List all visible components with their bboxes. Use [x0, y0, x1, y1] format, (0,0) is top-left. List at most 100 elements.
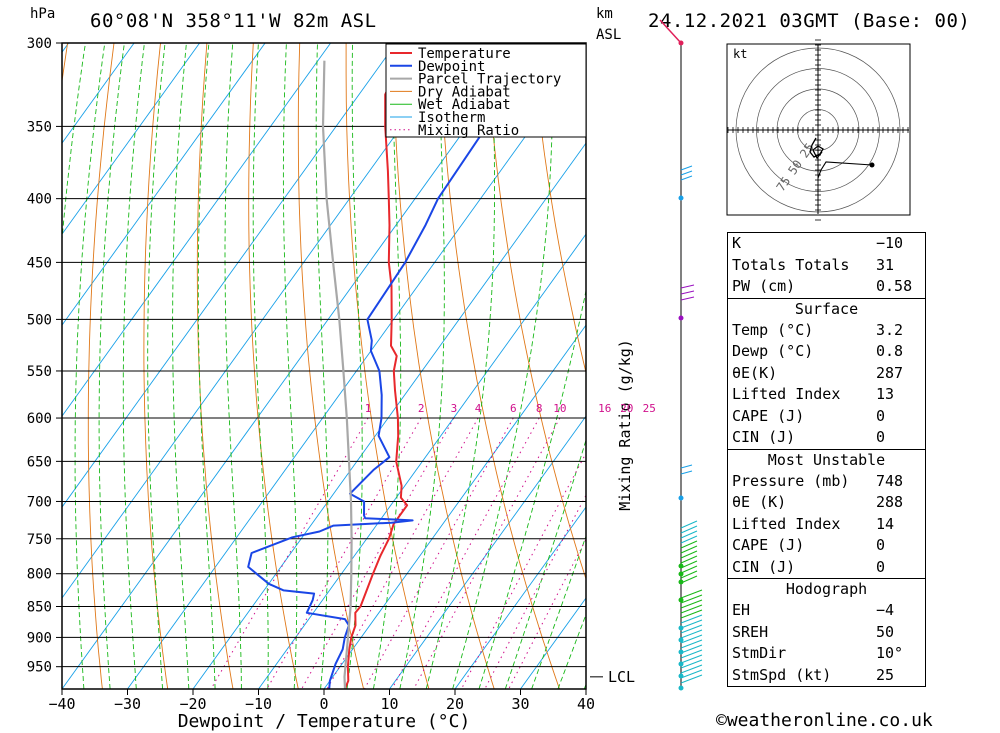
dry-adiabat-line [345, 43, 430, 689]
wind-barb [680, 540, 698, 549]
isotherm-line [62, 43, 331, 417]
wind-barb [680, 599, 703, 609]
stat-value: 13 [876, 385, 895, 403]
stat-label: StmSpd (kt) [732, 665, 832, 684]
x-axis-title: Dewpoint / Temperature (°C) [178, 711, 471, 732]
stat-row: PW (cm) 0.58 [728, 276, 925, 298]
wind-barb [680, 520, 698, 529]
stat-row: Dewp (°C) 0.8 [728, 341, 925, 363]
wind-barb [680, 619, 703, 629]
wind-barb [680, 609, 703, 619]
hodograph-ring-label: 75 [774, 174, 794, 194]
mixing-ratio-label: 16 [598, 402, 611, 415]
y-tick-label: 800 [27, 567, 52, 583]
stat-row: Temp (°C) 3.2 [728, 320, 925, 342]
wind-barb [680, 545, 698, 554]
legend-entry: Isotherm [418, 110, 485, 126]
wind-barb [680, 290, 695, 295]
hodograph-endpoint [869, 162, 875, 168]
isotherm-line [62, 43, 528, 689]
mixing-ratio-line [460, 452, 586, 689]
stat-value: 50 [876, 622, 895, 641]
isotherm-line [62, 43, 135, 144]
mixing-ratio-label: 3 [451, 402, 458, 415]
stat-label: SREH [732, 622, 769, 641]
y-tick-label: 750 [27, 532, 52, 548]
y-tick-label: 500 [27, 312, 52, 328]
dry-adiabat-line [143, 43, 169, 689]
stat-value: 288 [876, 493, 904, 511]
wet-adiabat-line [425, 43, 495, 689]
stat-label: Totals Totals [732, 255, 850, 274]
wet-adiabat-line [452, 43, 554, 689]
stat-value: 287 [876, 363, 904, 382]
wind-barb [680, 170, 693, 176]
dry-adiabat-line [950, 43, 1000, 689]
dry-adiabat-line [484, 43, 586, 581]
stat-row: EH −4 [728, 600, 925, 622]
stat-row: θE(K) 287 [728, 363, 925, 385]
wind-barb [680, 654, 703, 664]
stat-row: Pressure (mb) 748 [728, 471, 925, 493]
x-tick-label: 0 [319, 695, 328, 713]
y-tick-label: 700 [27, 494, 52, 510]
stat-label: K [732, 234, 742, 252]
wet-adiabat-line [98, 43, 125, 689]
stat-label: StmDir [732, 644, 787, 662]
mixing-ratio-label: 4 [475, 402, 482, 415]
mixing-ratio-label: 10 [553, 402, 566, 415]
surface-section: Surface Temp (°C) 3.2 Dewp (°C) 0.8 θE(K) 287… [727, 297, 926, 450]
stat-value: 31 [876, 255, 895, 274]
dry-adiabat-line [196, 43, 234, 689]
wind-barb [680, 575, 698, 584]
wind-barb [680, 565, 698, 574]
stat-label: θE(K) [732, 363, 778, 382]
stat-value: 0.58 [876, 277, 913, 295]
wet-adiabat-line [478, 288, 586, 689]
stat-label: CIN (J) [732, 428, 796, 446]
wind-barb [680, 664, 703, 674]
hodograph-ring-label: 50 [785, 157, 805, 177]
wind-barb [680, 284, 695, 289]
legend-entry: Temperature [418, 46, 511, 62]
wet-adiabat-line [74, 43, 106, 689]
stat-row: K −10 [728, 233, 925, 255]
x-tick-label: −10 [245, 695, 272, 713]
wind-profile-arrow [659, 19, 682, 44]
stat-label: Temp (°C) [732, 320, 814, 339]
wet-adiabat-line [252, 43, 269, 689]
legend-entry: Mixing Ratio [418, 123, 519, 139]
stat-row: CIN (J) 0 [728, 427, 925, 449]
stat-value: 748 [876, 471, 904, 490]
x-tick-label: 30 [511, 695, 529, 713]
stat-row: θE (K) 288 [728, 492, 925, 514]
isotherm-line [62, 43, 200, 235]
mixing-ratio-line [210, 417, 369, 689]
wind-dot [678, 40, 684, 46]
isotherm-line [258, 233, 586, 689]
wet-adiabat-line [531, 534, 586, 689]
mixing-ratio-label: 8 [536, 402, 543, 415]
hodograph-trace [817, 161, 873, 179]
stat-row: CIN (J) 0 [728, 557, 925, 579]
wind-barb [680, 530, 698, 539]
x-tick-label: 10 [380, 695, 398, 713]
stat-label: Lifted Index [732, 385, 841, 403]
mixing-ratio-label: 2 [418, 402, 425, 415]
wind-barb [680, 674, 703, 684]
x-tick-label: −20 [179, 695, 206, 713]
temperature-line [344, 43, 411, 689]
stat-label: θE (K) [732, 493, 787, 511]
hodograph-trace [809, 137, 824, 160]
wind-barb [680, 604, 703, 614]
mixing-ratio-label: 1 [365, 402, 372, 415]
wind-barb [680, 296, 695, 301]
mixing-ratio-label: 6 [510, 402, 517, 415]
location-title: 60°08'N 358°11'W 82m ASL [90, 10, 377, 32]
y-tick-label: 400 [27, 192, 52, 208]
y-tick-label: 300 [27, 36, 52, 52]
most-unstable-title: Most Unstable [767, 450, 886, 469]
wind-barb [680, 589, 703, 599]
dry-adiabat-line [996, 43, 1000, 689]
